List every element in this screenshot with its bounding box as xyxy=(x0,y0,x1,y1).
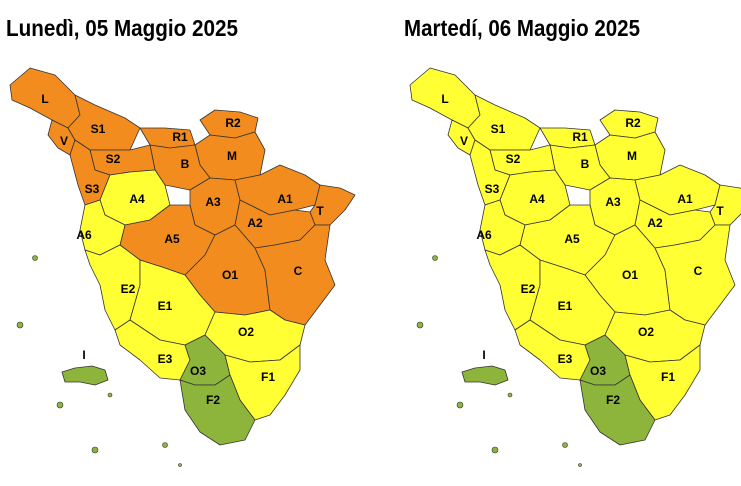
zone-label: F1 xyxy=(261,370,275,384)
zone-label: A4 xyxy=(129,192,145,206)
zone-label: A3 xyxy=(205,195,221,209)
zone-label: A1 xyxy=(277,192,293,206)
islet xyxy=(432,255,438,261)
zone-label: E1 xyxy=(558,299,573,313)
zone xyxy=(461,365,509,386)
zone-label: C xyxy=(694,264,703,278)
zone-label: V xyxy=(460,134,468,148)
zone-label: E2 xyxy=(121,282,136,296)
zone-label: O3 xyxy=(190,364,206,378)
zone-label: C xyxy=(294,264,303,278)
zone-label: E3 xyxy=(558,352,573,366)
zone-label: S3 xyxy=(85,182,100,196)
zone-label: O2 xyxy=(238,325,254,339)
zone-label: O1 xyxy=(622,268,638,282)
islet xyxy=(91,446,99,454)
zone xyxy=(579,374,656,446)
islet xyxy=(507,392,513,398)
islet xyxy=(162,442,168,448)
zone-label: A6 xyxy=(76,228,92,242)
islet xyxy=(456,401,464,409)
zone-label: O3 xyxy=(590,364,606,378)
zone-label: R2 xyxy=(625,116,641,130)
zone-label: E2 xyxy=(521,282,536,296)
zone-label: R1 xyxy=(572,130,588,144)
islet xyxy=(32,255,38,261)
zone-label: B xyxy=(581,157,590,171)
zone-label: L xyxy=(41,92,48,106)
zone-label: A6 xyxy=(476,228,492,242)
islet xyxy=(562,442,568,448)
zone xyxy=(61,365,109,386)
zone-label: A5 xyxy=(164,232,180,246)
zone-label: R2 xyxy=(225,116,241,130)
islet xyxy=(578,463,582,467)
zone-label: F2 xyxy=(606,393,620,407)
map-title: Martedí, 06 Maggio 2025 xyxy=(404,15,640,41)
map-title: Lunedì, 05 Maggio 2025 xyxy=(6,15,238,41)
zone-label: A1 xyxy=(677,192,693,206)
zone-label: O1 xyxy=(222,268,238,282)
islet xyxy=(16,321,24,329)
zone-label: B xyxy=(181,157,190,171)
zone-label: S1 xyxy=(91,122,106,136)
islet xyxy=(107,392,113,398)
zone-label: T xyxy=(716,204,724,218)
zone-label: E3 xyxy=(158,352,173,366)
zone-label: S1 xyxy=(491,122,506,136)
zone-label: S3 xyxy=(485,182,500,196)
zone-label: A5 xyxy=(564,232,580,246)
zone-label: A2 xyxy=(247,216,263,230)
zone-label: S2 xyxy=(106,152,121,166)
zone-label: E1 xyxy=(158,299,173,313)
zone-label: O2 xyxy=(638,325,654,339)
zone-label: F2 xyxy=(206,393,220,407)
zone-label: I xyxy=(82,348,85,362)
zone-label: I xyxy=(482,348,485,362)
zone xyxy=(179,374,256,446)
zone-label: A4 xyxy=(529,192,545,206)
islet xyxy=(416,321,424,329)
zone-label: M xyxy=(227,149,237,163)
zone-label: F1 xyxy=(661,370,675,384)
zone-label: S2 xyxy=(506,152,521,166)
islet xyxy=(491,446,499,454)
zone-label: L xyxy=(441,92,448,106)
zone-label: V xyxy=(60,134,68,148)
islet xyxy=(178,463,182,467)
zone-label: A3 xyxy=(605,195,621,209)
zone-label: R1 xyxy=(172,130,188,144)
zone-label: T xyxy=(316,204,324,218)
zone-label: M xyxy=(627,149,637,163)
zone-label: A2 xyxy=(647,216,663,230)
islet xyxy=(56,401,64,409)
